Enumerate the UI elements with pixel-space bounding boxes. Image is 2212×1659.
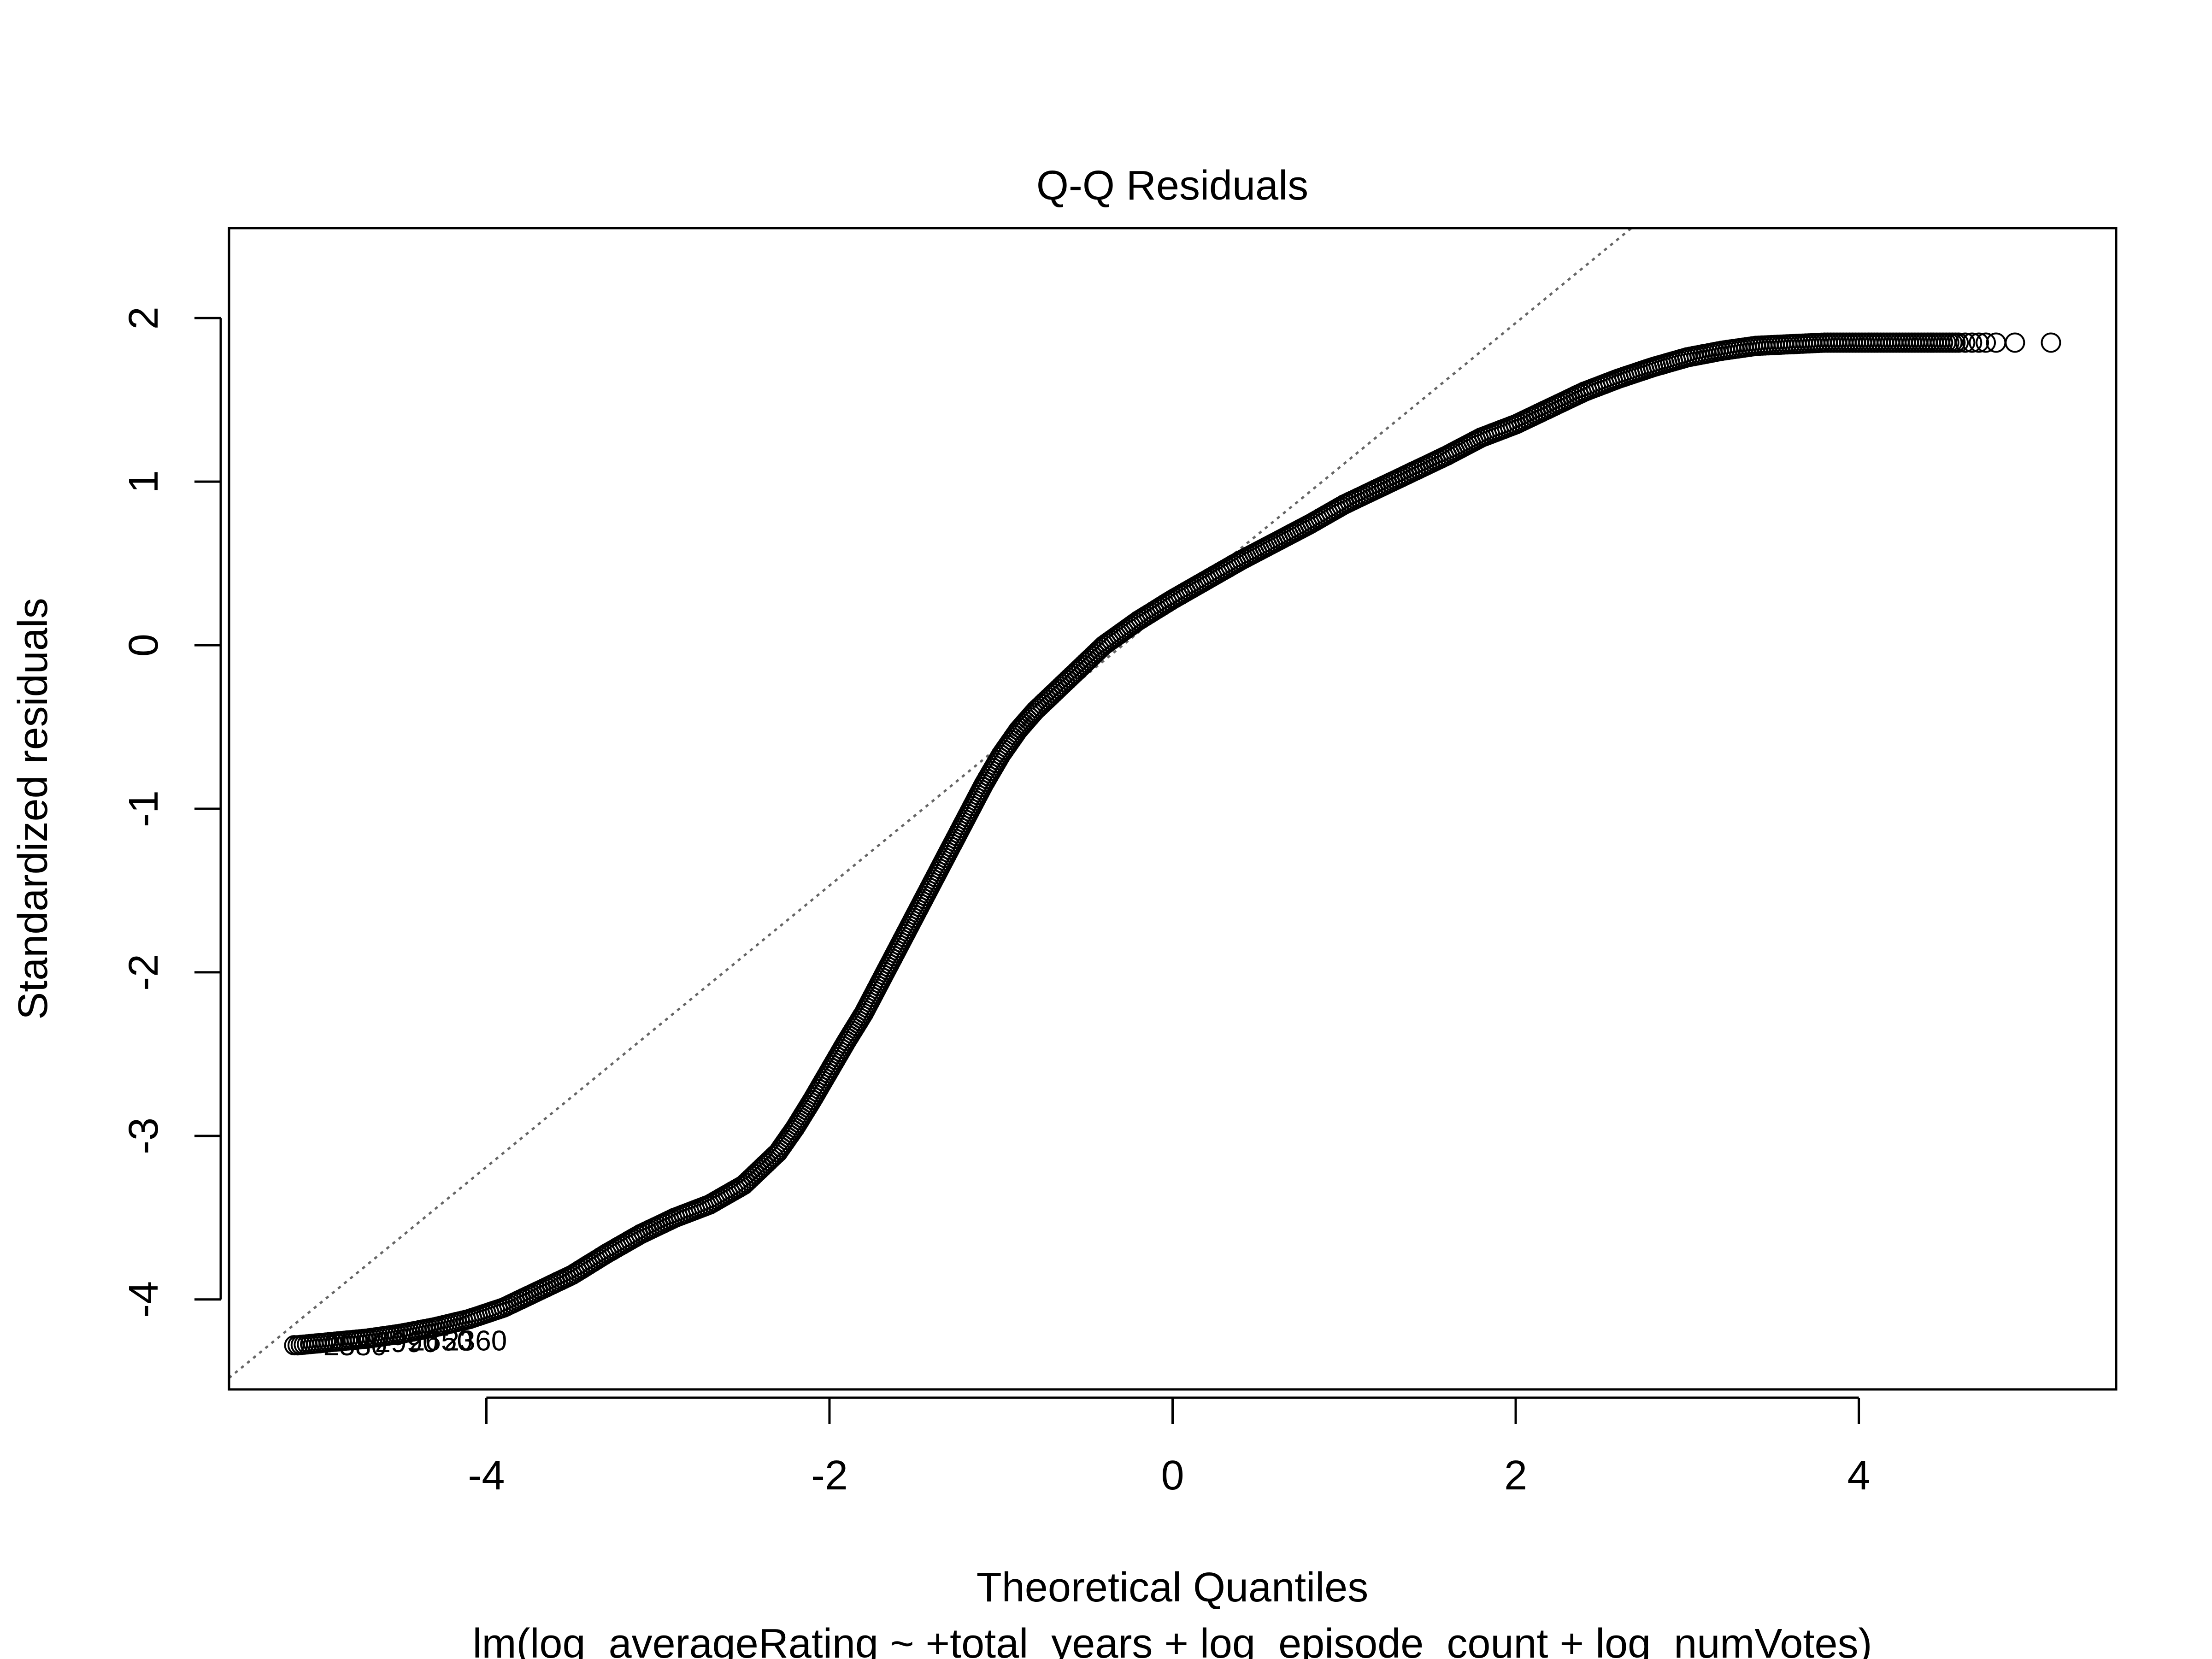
point-label: 2990 xyxy=(375,1327,438,1359)
point-label: 2650 xyxy=(409,1325,473,1357)
y-tick-label: 0 xyxy=(121,634,167,657)
qq-point xyxy=(1948,332,1969,353)
y-tick-label: 1 xyxy=(121,470,167,493)
y-tick-label: -3 xyxy=(121,1118,167,1154)
qq-outlier-point xyxy=(1962,332,1983,353)
qq-outlier-point xyxy=(2005,332,2025,353)
point-label: 2580 xyxy=(324,1330,387,1362)
x-tick-label: 2 xyxy=(1504,1453,1527,1499)
x-tick-label: -4 xyxy=(468,1453,505,1499)
axes-layer: -4 -2 0 2 4 -4 -3 -2 -1 0 1 2 xyxy=(121,306,1871,1499)
qq-outlier-point xyxy=(284,1335,305,1356)
qq-outlier-point xyxy=(1969,332,1989,353)
qq-outlier-point xyxy=(1976,332,1996,353)
x-axis-subtitle: lm(log_averageRating ~ +total_years + lo… xyxy=(472,1621,1872,1659)
qq-outlier-point xyxy=(1955,332,1976,353)
chart-title: Q-Q Residuals xyxy=(1036,163,1308,209)
y-tick-label: -1 xyxy=(121,790,167,827)
point-label: 2360 xyxy=(443,1325,507,1357)
qq-outlier-point xyxy=(2041,332,2061,353)
qq-points xyxy=(284,332,2061,1356)
plot-frame xyxy=(228,227,2118,1391)
x-tick-label: 4 xyxy=(1847,1453,1871,1499)
y-tick-label: 2 xyxy=(121,306,167,329)
plot-data-layer xyxy=(229,228,2061,1379)
x-tick-label: -2 xyxy=(811,1453,848,1499)
y-tick-label: -2 xyxy=(121,954,167,991)
x-axis-title: Theoretical Quantiles xyxy=(977,1565,1368,1611)
x-tick-label: 0 xyxy=(1161,1453,1184,1499)
y-tick-label: -4 xyxy=(121,1281,167,1318)
y-axis-title: Standardized residuals xyxy=(10,598,56,1020)
